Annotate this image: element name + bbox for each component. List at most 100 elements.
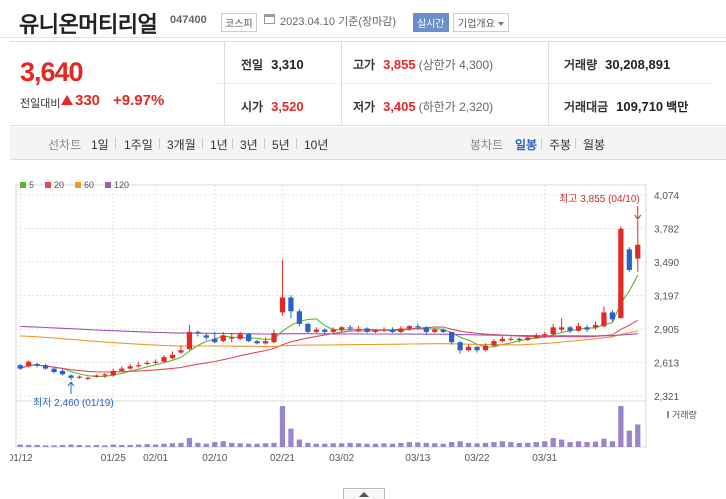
volume-bar <box>398 442 404 447</box>
volume-bar <box>499 441 506 447</box>
period-3m[interactable]: 3개월 <box>167 138 196 152</box>
candle-body <box>178 350 184 353</box>
volume-bar <box>26 444 32 447</box>
candle-body <box>186 331 193 350</box>
candle-body <box>364 328 370 332</box>
candle-body <box>389 329 396 332</box>
separator <box>232 138 233 149</box>
volume-bar <box>161 443 167 447</box>
period-3y[interactable]: 3년 <box>240 138 258 152</box>
lower-limit: (하한가 2,320) <box>418 100 494 114</box>
volume-bar <box>136 444 142 447</box>
y-tick-label: 2,905 <box>654 325 679 336</box>
volume-bar <box>229 442 235 447</box>
realtime-button[interactable]: 실시간 <box>413 13 449 32</box>
max-price-label: 최고 3,855 (04/10) <box>559 193 640 205</box>
period-10y[interactable]: 10년 <box>304 138 329 152</box>
candle-body <box>102 374 108 376</box>
min-price-label: 최저 2,460 (01/19) <box>33 397 114 409</box>
x-tick-label: 01/25 <box>101 453 126 464</box>
x-tick-label: 03/02 <box>329 453 354 464</box>
column-divider <box>548 42 549 125</box>
legend-label: 60 <box>84 180 94 190</box>
separator <box>575 138 576 149</box>
candle-body <box>42 365 49 369</box>
candle-body <box>609 312 616 320</box>
volume-bar <box>601 438 607 447</box>
trade-amount: 거래대금 109,710 백만 <box>564 98 688 115</box>
candle-body <box>262 341 269 344</box>
scroll-up-button[interactable] <box>343 488 385 499</box>
volume-bar <box>626 430 632 447</box>
open-label: 시가 <box>241 100 264 114</box>
candle-body <box>575 326 582 331</box>
candle-body <box>144 362 150 365</box>
volume-value: 30,208,891 <box>605 57 671 72</box>
legend-swatch <box>45 182 51 188</box>
chart-canvas[interactable]: 4,074 3,782 3,490 3,197 2,905 2,613 2,321 01/12… <box>10 171 726 489</box>
period-5y[interactable]: 5년 <box>272 138 290 152</box>
candle-body <box>525 337 531 340</box>
line-chart-label: 선차트 <box>48 138 82 152</box>
company-info-button[interactable]: 기업개요 <box>453 13 509 32</box>
candle-body <box>415 326 421 328</box>
summary-divider <box>215 83 716 84</box>
period-1y[interactable]: 1년 <box>210 138 228 152</box>
volume-legend-label: 거래량 <box>672 409 697 420</box>
candle-body <box>474 346 480 351</box>
volume-bar <box>59 444 66 447</box>
period-toolbar: 선차트 1일 1주일 3개월 1년 3년 5년 10년 봉차트 일봉 주봉 월봉 <box>10 127 726 160</box>
separator <box>159 138 160 149</box>
volume-bar <box>76 444 83 447</box>
candle-body <box>533 335 539 338</box>
volume: 거래량 30,208,891 <box>564 56 670 73</box>
volume-bar <box>305 442 311 447</box>
period-1d[interactable]: 1일 <box>91 138 109 152</box>
volume-bar <box>482 442 489 447</box>
candle-body <box>449 331 455 343</box>
separator <box>296 138 297 149</box>
candle-body <box>372 330 379 332</box>
open-price: 시가 3,520 <box>241 98 304 115</box>
x-tick-label: 01/12 <box>10 453 33 464</box>
candle-body <box>220 335 226 342</box>
volume-label: 거래량 <box>564 58 598 72</box>
market-badge: 코스피 <box>221 13 257 32</box>
volume-bar <box>42 445 49 447</box>
candle-body <box>152 361 159 363</box>
volume-bar <box>288 428 294 447</box>
high-value: 3,855 <box>383 57 416 72</box>
open-value: 3,520 <box>271 99 304 114</box>
date-text: 2023.04.10 기준(장마감) <box>280 16 397 28</box>
volume-bar <box>550 437 556 447</box>
candle-body <box>347 327 353 329</box>
volume-bar <box>339 443 345 447</box>
volume-bar <box>271 442 277 447</box>
x-tick-label: 02/21 <box>270 453 295 464</box>
period-1w[interactable]: 1주일 <box>124 138 153 152</box>
legend-label: 120 <box>114 180 129 190</box>
amount-label: 거래대금 <box>564 100 609 114</box>
volume-bar <box>609 441 616 447</box>
candle-body <box>339 327 345 330</box>
volume-bar <box>389 443 396 447</box>
price-chart[interactable]: 4,074 3,782 3,490 3,197 2,905 2,613 2,321 01/12… <box>10 171 726 489</box>
volume-bar <box>516 442 522 447</box>
volume-bar <box>203 443 209 447</box>
candle-body <box>482 345 489 351</box>
period-daily[interactable]: 일봉 <box>515 138 538 152</box>
candle-body <box>516 338 522 340</box>
candle-body <box>601 312 607 327</box>
period-weekly[interactable]: 주봉 <box>549 138 572 152</box>
candle-body <box>330 329 336 332</box>
period-monthly[interactable]: 월봉 <box>583 138 606 152</box>
candle-body <box>432 329 438 332</box>
candle-body <box>406 326 412 329</box>
volume-bar <box>169 443 176 447</box>
volume-bar <box>51 445 57 447</box>
high-price: 고가 3,855 (상한가 4,300) <box>353 56 493 73</box>
volume-bar <box>457 441 463 447</box>
volume-bar <box>347 442 353 447</box>
candle-body <box>398 328 404 332</box>
volume-bar <box>491 442 497 447</box>
